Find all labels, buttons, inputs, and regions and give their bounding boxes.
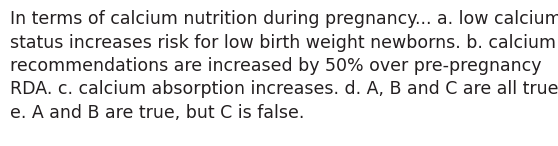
Text: In terms of calcium nutrition during pregnancy... a. low calcium
status increase: In terms of calcium nutrition during pre… — [10, 10, 558, 121]
